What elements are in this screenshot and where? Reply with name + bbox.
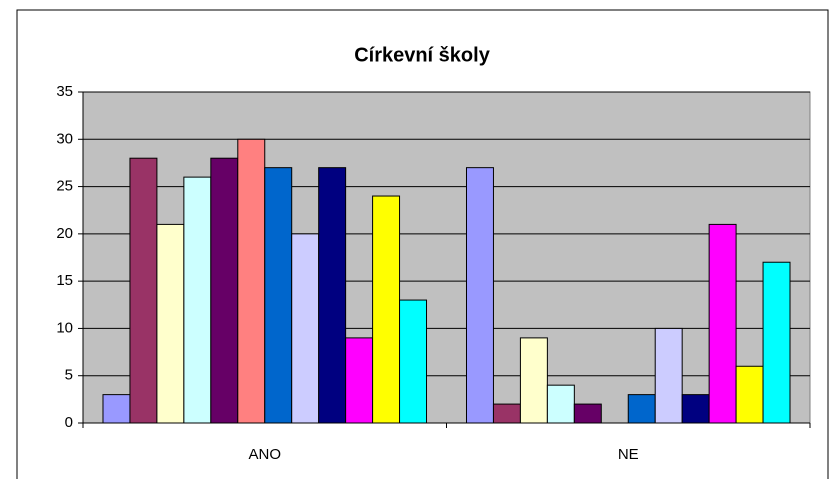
bar — [291, 233, 320, 424]
bar — [102, 394, 131, 424]
bar — [318, 167, 347, 424]
bar — [573, 403, 602, 424]
bar — [156, 223, 185, 424]
chart-title: Církevní školy — [354, 44, 491, 66]
bar — [735, 365, 764, 424]
chart-frame — [16, 9, 829, 479]
bar — [654, 327, 683, 424]
bar — [519, 337, 548, 424]
y-tick-label: 10 — [56, 319, 73, 336]
bar — [762, 261, 791, 424]
y-tick-label: 5 — [65, 367, 73, 384]
x-tick-label: ANO — [248, 446, 281, 463]
y-tick-label: 0 — [65, 414, 73, 431]
y-tick-label: 35 — [56, 83, 73, 100]
bar — [345, 337, 374, 424]
bar — [210, 157, 239, 424]
bar — [546, 384, 575, 424]
x-tick-label: NE — [618, 446, 639, 463]
bar — [681, 394, 710, 424]
bar — [708, 223, 737, 424]
y-tick-label: 25 — [56, 178, 73, 195]
bar — [183, 176, 212, 424]
bar — [264, 167, 293, 424]
bar — [237, 138, 266, 424]
y-tick-label: 20 — [56, 225, 73, 242]
bar — [372, 195, 401, 424]
bar — [399, 299, 428, 424]
y-tick-label: 15 — [56, 272, 73, 289]
bar — [465, 167, 494, 424]
bar — [627, 394, 656, 424]
y-tick-label: 30 — [56, 130, 73, 147]
bar — [129, 157, 158, 424]
bar — [492, 403, 521, 424]
